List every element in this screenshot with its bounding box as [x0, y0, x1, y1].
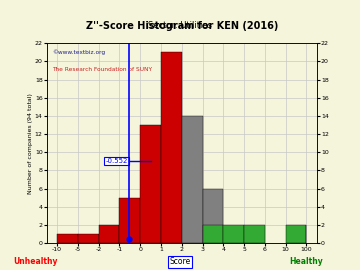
- Text: -0.552: -0.552: [105, 158, 128, 164]
- Bar: [203, 225, 223, 243]
- Text: Healthy: Healthy: [289, 257, 323, 266]
- Bar: [285, 225, 306, 243]
- Bar: [57, 234, 78, 243]
- Text: ©www.textbiz.org: ©www.textbiz.org: [52, 49, 105, 55]
- Bar: [244, 225, 265, 243]
- Bar: [223, 225, 244, 243]
- Bar: [161, 52, 182, 243]
- Text: Sector: Utilities: Sector: Utilities: [148, 21, 212, 30]
- Bar: [99, 225, 120, 243]
- Bar: [120, 198, 140, 243]
- Bar: [78, 234, 99, 243]
- Title: Z''-Score Histogram for KEN (2016): Z''-Score Histogram for KEN (2016): [86, 21, 278, 31]
- Y-axis label: Number of companies (94 total): Number of companies (94 total): [28, 93, 33, 194]
- Bar: [140, 125, 161, 243]
- Text: Unhealthy: Unhealthy: [14, 257, 58, 266]
- Text: Score: Score: [169, 257, 191, 266]
- Bar: [203, 188, 223, 243]
- Text: The Research Foundation of SUNY: The Research Foundation of SUNY: [52, 67, 152, 72]
- Bar: [182, 116, 203, 243]
